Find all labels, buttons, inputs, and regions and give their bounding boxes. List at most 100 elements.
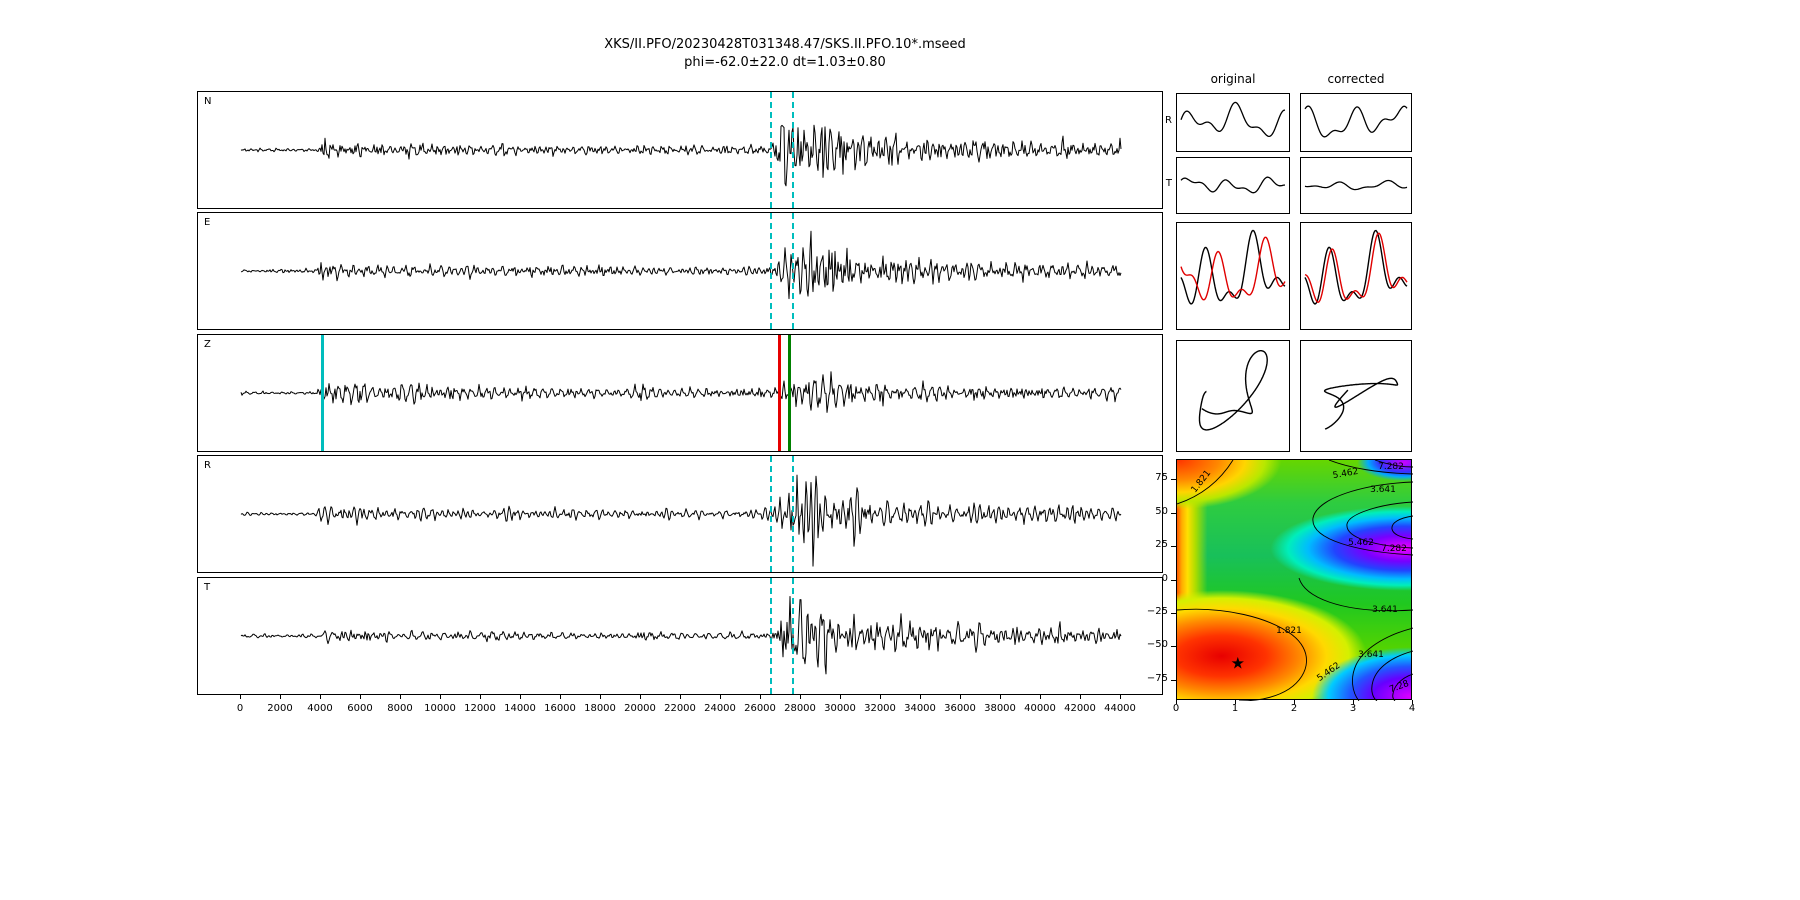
surface-x-tick-label: 1 bbox=[1231, 703, 1239, 714]
contour-label: 1.821 bbox=[1276, 626, 1302, 636]
tick-mark bbox=[440, 695, 441, 699]
x-tick-label: 6000 bbox=[347, 703, 373, 714]
panel-label-n: N bbox=[204, 96, 212, 107]
window-end-line bbox=[792, 578, 794, 694]
tick-mark bbox=[1171, 546, 1176, 547]
waveform-panel-t: T bbox=[197, 577, 1163, 695]
window-start-line bbox=[770, 213, 772, 329]
contour-label: 5.462 bbox=[1315, 661, 1342, 684]
tick-mark bbox=[1171, 646, 1176, 647]
figure-subtitle: phi=-62.0±22.0 dt=1.03±0.80 bbox=[684, 55, 886, 70]
x-tick-label: 36000 bbox=[944, 703, 976, 714]
tick-mark bbox=[1171, 479, 1176, 480]
mini-panel-t-corrected bbox=[1300, 157, 1412, 214]
waveform-trace-t bbox=[240, 596, 1122, 675]
x-tick-label: 34000 bbox=[904, 703, 936, 714]
x-tick-label: 30000 bbox=[824, 703, 856, 714]
tick-mark bbox=[280, 695, 281, 699]
x-tick-label: 4000 bbox=[307, 703, 333, 714]
row-r-label: R bbox=[1165, 115, 1172, 126]
tick-mark bbox=[640, 695, 641, 699]
phase-marker-line bbox=[778, 335, 781, 451]
tick-mark bbox=[880, 695, 881, 699]
tick-mark bbox=[1120, 695, 1121, 699]
waveform-trace-n bbox=[240, 124, 1122, 187]
tick-mark bbox=[360, 695, 361, 699]
tick-mark bbox=[1171, 680, 1176, 681]
x-tick-label: 26000 bbox=[744, 703, 776, 714]
x-tick-label: 16000 bbox=[544, 703, 576, 714]
x-tick-label: 40000 bbox=[1024, 703, 1056, 714]
contour-label: 3.641 bbox=[1372, 605, 1398, 615]
contour-label: 5.462 bbox=[1348, 538, 1374, 548]
tick-mark bbox=[1171, 613, 1176, 614]
column-original-header: original bbox=[1210, 72, 1256, 86]
waveform-panel-r: R bbox=[197, 455, 1163, 573]
tick-mark bbox=[1353, 700, 1354, 704]
mini-panel-fastslow-corrected bbox=[1300, 222, 1412, 330]
figure-title: XKS/II.PFO/20230428T031348.47/SKS.II.PFO… bbox=[604, 37, 966, 52]
phase-marker-line bbox=[788, 335, 791, 451]
tick-mark bbox=[480, 695, 481, 699]
window-start-line bbox=[770, 92, 772, 208]
tick-mark bbox=[1000, 695, 1001, 699]
mini-panel-particle-motion-original bbox=[1176, 340, 1290, 452]
mini-panel-particle-motion-corrected bbox=[1300, 340, 1412, 452]
surface-x-tick-label: 3 bbox=[1349, 703, 1357, 714]
x-tick-label: 12000 bbox=[464, 703, 496, 714]
tick-mark bbox=[1412, 700, 1413, 704]
surface-y-tick-label: 50 bbox=[1155, 506, 1168, 517]
waveform-panel-z: Z bbox=[197, 334, 1163, 452]
row-t-label: T bbox=[1165, 178, 1172, 189]
column-corrected-header: corrected bbox=[1327, 72, 1385, 86]
x-tick-label: 2000 bbox=[267, 703, 293, 714]
mini-panel-fastslow-original bbox=[1176, 222, 1290, 330]
mini-panel-t-original bbox=[1176, 157, 1290, 214]
surface-y-tick-label: −50 bbox=[1146, 639, 1168, 650]
tick-mark bbox=[1235, 700, 1236, 704]
x-tick-label: 8000 bbox=[387, 703, 413, 714]
contour-label: 7.282 bbox=[1381, 544, 1407, 554]
surface-y-tick-label: 75 bbox=[1155, 472, 1168, 483]
waveform-panel-e: E bbox=[197, 212, 1163, 330]
error-surface: 1.821 5.462 7.282 3.641 5.462 7.282 3.641 1.821… bbox=[1176, 459, 1413, 701]
contour-label: 7.282 bbox=[1378, 462, 1404, 472]
mini-panel-r-corrected bbox=[1300, 93, 1412, 152]
surface-y-tick-label: 25 bbox=[1155, 539, 1168, 550]
waveform-trace-r bbox=[240, 474, 1122, 567]
x-tick-label: 20000 bbox=[624, 703, 656, 714]
waveform-trace-e bbox=[240, 230, 1122, 300]
tick-mark bbox=[840, 695, 841, 699]
contour-label: 3.641 bbox=[1358, 650, 1384, 660]
contour-label: 7.28 bbox=[1388, 679, 1411, 695]
tick-mark bbox=[1176, 700, 1177, 704]
mini-panel-r-original bbox=[1176, 93, 1290, 152]
tick-mark bbox=[720, 695, 721, 699]
x-tick-label: 18000 bbox=[584, 703, 616, 714]
tick-mark bbox=[1294, 700, 1295, 704]
contour-label: 3.641 bbox=[1370, 485, 1396, 495]
tick-mark bbox=[520, 695, 521, 699]
surface-y-tick-label: −25 bbox=[1146, 606, 1168, 617]
panel-label-e: E bbox=[204, 217, 211, 228]
contour-label: 1.821 bbox=[1190, 469, 1214, 495]
x-tick-label: 14000 bbox=[504, 703, 536, 714]
waveform-trace-z bbox=[240, 371, 1122, 413]
window-start-line bbox=[770, 578, 772, 694]
window-start-line bbox=[770, 456, 772, 572]
tick-mark bbox=[600, 695, 601, 699]
x-tick-label: 24000 bbox=[704, 703, 736, 714]
surface-x-tick-label: 4 bbox=[1408, 703, 1416, 714]
x-tick-label: 44000 bbox=[1104, 703, 1136, 714]
tick-mark bbox=[760, 695, 761, 699]
window-end-line bbox=[792, 92, 794, 208]
tick-mark bbox=[1171, 580, 1176, 581]
x-tick-label: 32000 bbox=[864, 703, 896, 714]
tick-mark bbox=[400, 695, 401, 699]
x-tick-label: 22000 bbox=[664, 703, 696, 714]
error-surface-contours: 1.821 5.462 7.282 3.641 5.462 7.282 3.641 1.821… bbox=[1177, 460, 1413, 701]
tick-mark bbox=[800, 695, 801, 699]
tick-mark bbox=[920, 695, 921, 699]
waveform-panel-n: N bbox=[197, 91, 1163, 209]
surface-y-tick-label: −75 bbox=[1146, 673, 1168, 684]
